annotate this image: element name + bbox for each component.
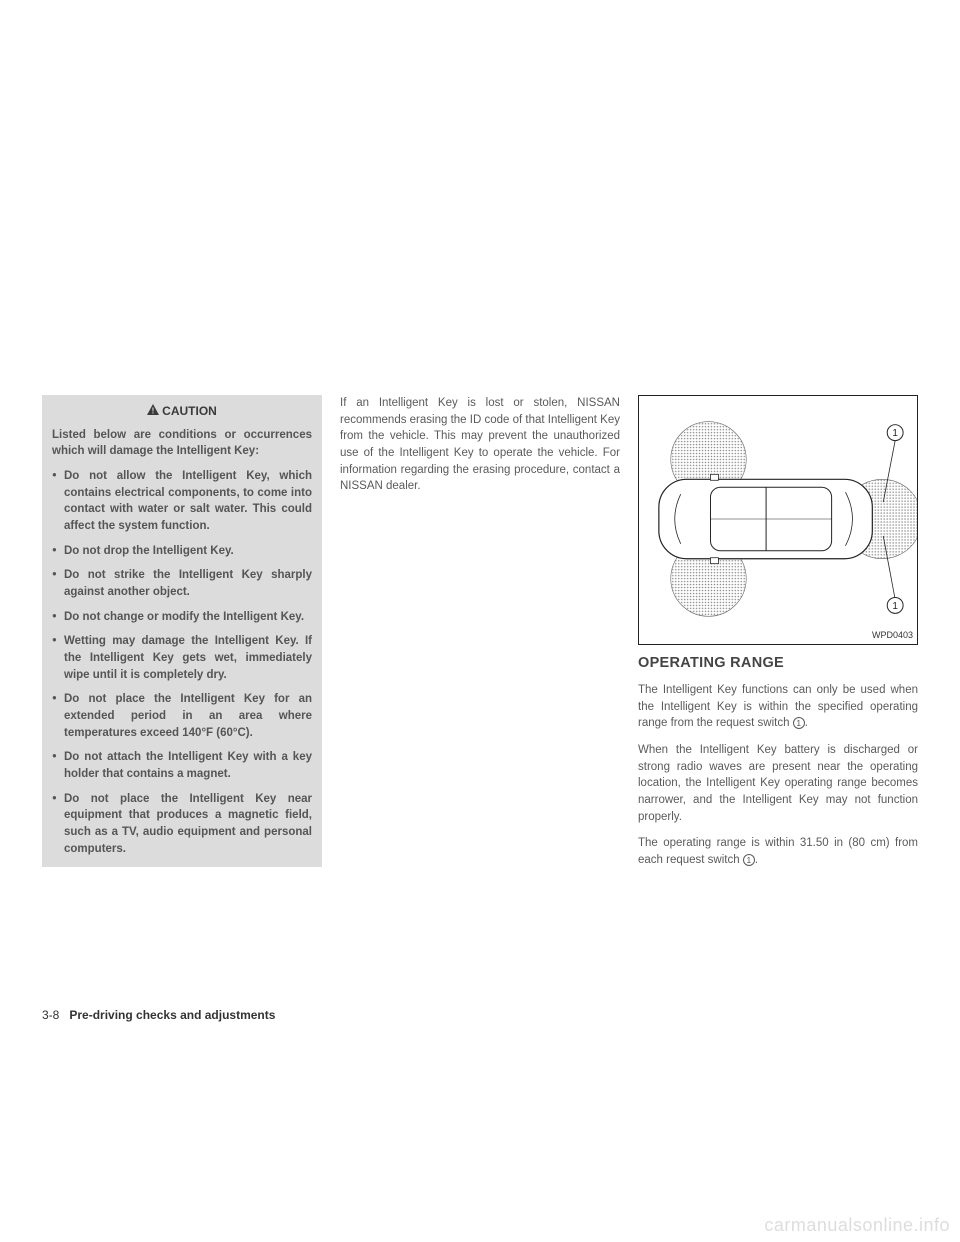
caution-intro: Listed below are conditions or occurrenc… bbox=[52, 427, 312, 460]
warning-triangle-icon: ! bbox=[147, 403, 159, 420]
caution-item: Do not change or modify the Intelligent … bbox=[52, 609, 312, 626]
p3-text-a: The operating range is within 31.50 in (… bbox=[638, 837, 918, 866]
caution-item: Do not attach the Intelligent Key with a… bbox=[52, 749, 312, 782]
caution-title: CAUTION bbox=[162, 404, 217, 418]
circled-number-icon: 1 bbox=[743, 854, 755, 866]
operating-range-p1: The Intelligent Key functions can only b… bbox=[638, 682, 918, 732]
p1-text-b: . bbox=[805, 717, 808, 729]
caution-header: ! CAUTION bbox=[52, 403, 312, 421]
page-footer: 3-8 Pre-driving checks and adjustments bbox=[42, 1008, 275, 1022]
diagram-callout-number: 1 bbox=[892, 601, 898, 612]
column-left: ! CAUTION Listed below are conditions or… bbox=[42, 395, 322, 879]
watermark: carmanualsonline.info bbox=[764, 1215, 950, 1236]
caution-item: Do not place the Intelligent Key for an … bbox=[52, 691, 312, 741]
diagram-code: WPD0403 bbox=[872, 629, 913, 642]
car-top-view-icon: 1 1 bbox=[639, 396, 917, 644]
diagram-callout-number: 1 bbox=[892, 428, 898, 439]
section-title: Pre-driving checks and adjustments bbox=[69, 1008, 275, 1022]
page-content: ! CAUTION Listed below are conditions or… bbox=[42, 395, 918, 879]
page-number: 3-8 bbox=[42, 1008, 59, 1022]
caution-list: Do not allow the Intelligent Key, which … bbox=[52, 468, 312, 857]
column-right: 1 1 WPD0403 OPERATING RANGE The Intellig… bbox=[638, 395, 918, 879]
caution-item: Do not allow the Intelligent Key, which … bbox=[52, 468, 312, 535]
caution-item: Do not place the Intelligent Key near eq… bbox=[52, 791, 312, 858]
operating-range-diagram: 1 1 WPD0403 bbox=[638, 395, 918, 645]
operating-range-heading: OPERATING RANGE bbox=[638, 653, 918, 674]
p1-text-a: The Intelligent Key functions can only b… bbox=[638, 684, 918, 729]
caution-item: Do not drop the Intelligent Key. bbox=[52, 543, 312, 560]
caution-item: Do not strike the Intelligent Key sharpl… bbox=[52, 567, 312, 600]
caution-item: Wetting may damage the Intelligent Key. … bbox=[52, 633, 312, 683]
lost-key-paragraph: If an Intelligent Key is lost or stolen,… bbox=[340, 395, 620, 495]
circled-number-icon: 1 bbox=[793, 717, 805, 729]
operating-range-p2: When the Intelligent Key battery is disc… bbox=[638, 742, 918, 825]
column-middle: If an Intelligent Key is lost or stolen,… bbox=[340, 395, 620, 879]
svg-text:!: ! bbox=[152, 407, 155, 416]
caution-box: ! CAUTION Listed below are conditions or… bbox=[42, 395, 322, 867]
p3-text-b: . bbox=[755, 854, 758, 866]
operating-range-p3: The operating range is within 31.50 in (… bbox=[638, 835, 918, 868]
